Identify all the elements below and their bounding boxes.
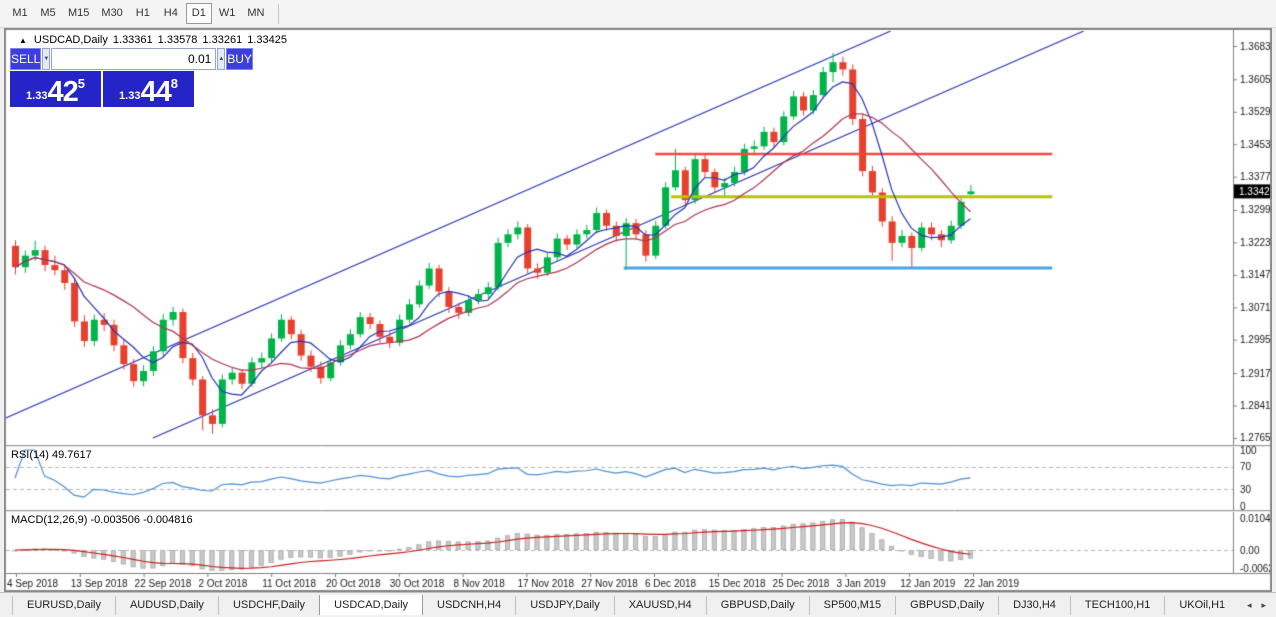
sell-price-big: 42 (47, 76, 78, 108)
timeframe-button-m30[interactable]: M30 (101, 7, 123, 19)
rsi-label: RSI(14) 49.7617 (11, 449, 92, 461)
buy-button[interactable]: BUY (226, 48, 253, 70)
volume-increase-button[interactable]: ▲ (217, 48, 226, 70)
tabbar-stub (0, 596, 13, 615)
ohlc-close: 1.33425 (247, 34, 287, 46)
timeframe-toolbar: M1 M5 M15 M30 H1 H4 D1 W1 MN (0, 0, 1276, 28)
chart-symbol-label: USDCAD,Daily (33, 34, 108, 46)
buy-quote-box[interactable]: 1.33 44 8 (103, 71, 194, 107)
chart-window: ▲ USDCAD,Daily 1.33361 1.33578 1.33261 1… (4, 28, 1272, 592)
volume-decrease-button[interactable]: ▼ (42, 48, 51, 70)
timeframe-button-m1[interactable]: M1 (12, 7, 28, 19)
chart-tabbar: EURUSD,Daily AUDUSD,Daily USDCHF,Daily USDC… (0, 592, 1276, 615)
macd-signal-value: -0.004816 (143, 514, 193, 526)
timeframe-button-d1[interactable]: D1 (185, 3, 212, 24)
volume-input[interactable] (51, 48, 217, 70)
macd-name: MACD(12,26,9) (11, 514, 88, 526)
chart-tab-dj30[interactable]: DJ30,H4 (998, 596, 1070, 615)
timeframe-button-w1[interactable]: W1 (218, 7, 236, 19)
tabs-scroll-left-icon[interactable]: ◂ (1246, 600, 1252, 610)
buy-price-big: 44 (140, 76, 171, 108)
timeframe-button-h1[interactable]: H1 (135, 7, 150, 19)
sell-price-small: 1.33 (26, 90, 48, 102)
chart-tab-gbpusd[interactable]: GBPUSD,Daily (895, 596, 998, 615)
buy-price-sup: 8 (170, 76, 178, 91)
macd-label: MACD(12,26,9) -0.003506 -0.004816 (11, 514, 193, 526)
ohlc-high: 1.33578 (157, 34, 198, 46)
sell-quote-box[interactable]: 1.33 42 5 (10, 71, 101, 107)
chart-tab-eurusd[interactable]: EURUSD,Daily (27, 599, 101, 611)
timeframe-button-m5[interactable]: M5 (40, 7, 56, 19)
chart-tab-tech100[interactable]: TECH100,H1 (1069, 596, 1164, 615)
chart-tab-gbpusd[interactable]: GBPUSD,Daily (705, 596, 809, 615)
chart-tab-ukoil[interactable]: UKOil,H1 (1164, 596, 1239, 615)
collapse-arrow-icon[interactable]: ▲ (19, 35, 27, 45)
sell-button[interactable]: SELL (10, 48, 42, 70)
chart-canvas[interactable] (5, 29, 1271, 591)
toolbar-separator (278, 3, 280, 24)
timeframe-button-m15[interactable]: M15 (68, 7, 90, 19)
macd-main-value: -0.003506 (90, 514, 141, 526)
chart-tab-sp500[interactable]: SP500,M15 (808, 596, 895, 615)
rsi-name: RSI(14) (11, 449, 49, 461)
rsi-value: 49.7617 (51, 449, 92, 461)
ohlc-low: 1.33261 (202, 34, 243, 46)
chart-tab-usdjpy[interactable]: USDJPY,Daily (515, 596, 614, 615)
sell-price-sup: 5 (77, 76, 85, 91)
chart-tab-usdcad[interactable]: USDCAD,Daily (319, 595, 424, 615)
timeframe-button-mn[interactable]: MN (247, 7, 265, 19)
chart-tab-audusd[interactable]: AUDUSD,Daily (114, 596, 218, 615)
window-bottom-strip (0, 615, 1276, 617)
buy-price-small: 1.33 (119, 90, 141, 102)
ohlc-open: 1.33361 (112, 34, 153, 46)
chart-tab-usdchf[interactable]: USDCHF,Daily (217, 596, 319, 615)
tabs-scroll-right-icon[interactable]: ▸ (1261, 600, 1266, 610)
timeframe-button-h4[interactable]: H4 (163, 7, 178, 19)
chart-tab-usdcnh[interactable]: USDCNH,H4 (437, 599, 502, 611)
chart-title: ▲ USDCAD,Daily 1.33361 1.33578 1.33261 1… (19, 34, 287, 46)
chart-tab-xauusd[interactable]: XAUUSD,H4 (613, 596, 706, 615)
